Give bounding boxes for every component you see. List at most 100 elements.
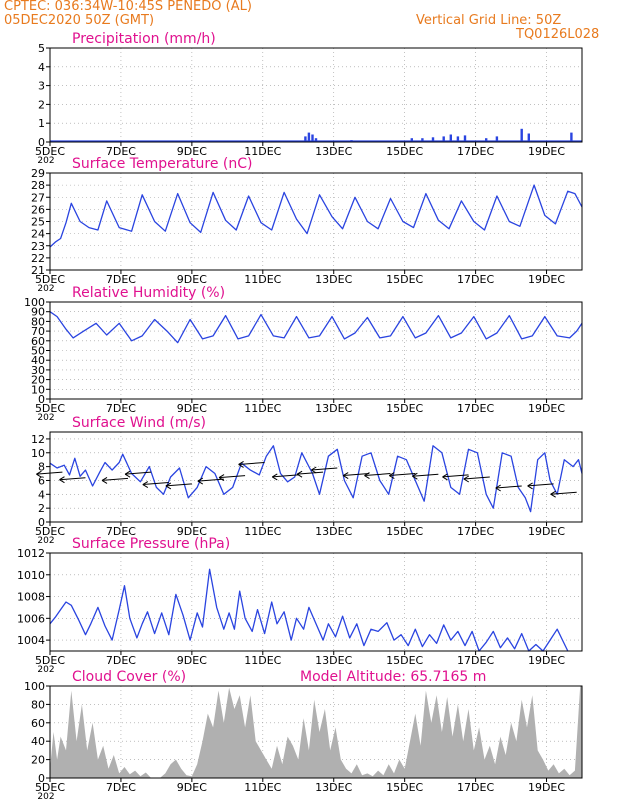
cloud-title: Cloud Cover (%): [72, 669, 186, 685]
temperature-ytick-label: 28: [31, 179, 45, 192]
wind-arrow: [297, 471, 324, 475]
precipitation-ytick-label: 1: [38, 117, 45, 130]
cloud-ytick-label: 0: [38, 772, 45, 785]
wind-arrowhead: [142, 481, 149, 488]
humidity-ytick-label: 90: [31, 306, 45, 319]
wind-arrowhead: [218, 474, 225, 482]
wind-xtick-label: 17DEC: [457, 525, 494, 538]
humidity-xtick-label: 15DEC: [386, 402, 423, 415]
precipitation-bar: [520, 128, 523, 142]
precipitation-ytick-label: 2: [38, 98, 45, 111]
precipitation-frame: [49, 47, 583, 143]
cloud-xtick-label: 9DEC: [177, 781, 207, 794]
wind-arrow: [389, 473, 416, 477]
precipitation-year-label: 202: [37, 156, 54, 166]
pressure-year-label: 202: [37, 665, 54, 675]
precipitation-bar: [314, 138, 318, 142]
wind-arrowhead: [272, 473, 278, 481]
precipitation-xtick-label: 17DEC: [457, 145, 494, 158]
wind-arrowhead: [342, 472, 349, 479]
wind-arrow: [101, 477, 129, 481]
wind-ytick-label: 8: [38, 461, 45, 474]
wind-arrowhead: [197, 477, 204, 485]
humidity-ytick-label: 70: [31, 325, 45, 338]
temperature-title: Surface Temperature (nC): [72, 156, 253, 172]
pressure-series-line: [49, 568, 569, 652]
run-date-label: 05DEC2020 50Z (GMT): [4, 13, 155, 28]
humidity-ytick-label: 20: [31, 374, 45, 387]
humidity-ytick-label: 10: [31, 383, 45, 396]
humidity-ytick-label: 50: [31, 345, 45, 358]
cloud-ytick-label: 60: [31, 717, 45, 730]
wind-arrow: [165, 483, 192, 487]
precipitation-xtick-label: 15DEC: [386, 145, 423, 158]
precipitation-ytick-label: 0: [38, 136, 45, 149]
humidity-title: Relative Humidity (%): [72, 285, 225, 301]
wind-arrowhead: [495, 484, 501, 492]
wind-frame: [49, 431, 583, 523]
precipitation-bar: [304, 136, 307, 142]
pressure-ytick-label: 1006: [17, 612, 45, 625]
wind-xtick-label: 19DEC: [528, 525, 565, 538]
cloud-year-label: 202: [37, 792, 54, 800]
wind-arrow: [463, 476, 490, 480]
humidity-xtick-label: 9DEC: [177, 402, 207, 415]
wind-arrowhead: [165, 482, 172, 490]
cloud-ytick-label: 80: [31, 698, 45, 711]
humidity-xtick-label: 19DEC: [528, 402, 565, 415]
wind-arrowhead: [412, 472, 418, 480]
wind-arrow: [59, 477, 86, 481]
pressure-xtick-label: 17DEC: [457, 654, 494, 667]
precipitation-bar: [527, 133, 530, 142]
wind-xtick-label: 5DEC: [35, 525, 65, 538]
cloud-ytick-label: 40: [31, 735, 45, 748]
wind-ytick-label: 10: [31, 447, 45, 460]
wind-arrow: [412, 473, 439, 477]
temperature-ytick-label: 22: [31, 252, 45, 265]
wind-arrow: [238, 461, 265, 465]
pressure-xtick-label: 15DEC: [386, 654, 423, 667]
wind-year-label: 202: [37, 536, 54, 546]
cloud-series-area: [50, 686, 582, 778]
cloud-xtick-label: 5DEC: [35, 781, 65, 794]
wind-arrow: [125, 471, 152, 475]
cloud-annotation: Model Altitude: 65.7165 m: [300, 669, 486, 685]
cloud-frame: [49, 685, 583, 779]
wind-arrowhead: [527, 482, 533, 490]
wind-ytick-label: 12: [31, 433, 45, 446]
precipitation-bar: [485, 138, 488, 142]
temperature-xtick-label: 15DEC: [386, 273, 423, 286]
temperature-xtick-label: 19DEC: [528, 273, 565, 286]
pressure-ytick-label: 1010: [17, 569, 45, 582]
pressure-frame: [49, 552, 583, 652]
wind-series-line: [49, 445, 583, 513]
temperature-ytick-label: 26: [31, 203, 45, 216]
humidity-ytick-label: 100: [24, 296, 45, 309]
temperature-year-label: 202: [37, 284, 54, 294]
precipitation-bar: [442, 136, 445, 142]
precipitation-bar: [421, 138, 424, 142]
precipitation-ytick-label: 3: [38, 80, 45, 93]
wind-arrowhead: [59, 476, 65, 484]
humidity-xtick-label: 11DEC: [244, 402, 281, 415]
humidity-series-line: [49, 311, 583, 344]
precipitation-bar: [456, 136, 460, 142]
temperature-frame: [49, 172, 583, 271]
wind-arrow: [364, 473, 391, 477]
temperature-xtick-label: 5DEC: [35, 273, 65, 286]
wind-arrowhead: [311, 466, 317, 474]
grid-line-label: Vertical Grid Line: 50Z: [416, 13, 562, 28]
cloud-xtick-label: 15DEC: [386, 781, 423, 794]
precipitation-xtick-label: 11DEC: [244, 145, 281, 158]
temperature-xtick-label: 17DEC: [457, 273, 494, 286]
pressure-xtick-label: 13DEC: [315, 654, 352, 667]
wind-arrow: [343, 473, 370, 477]
humidity-xtick-label: 7DEC: [106, 402, 136, 415]
pressure-xtick-label: 11DEC: [244, 654, 281, 667]
wind-arrow: [442, 474, 469, 478]
temperature-ytick-label: 25: [31, 216, 45, 229]
wind-arrowhead: [36, 470, 42, 478]
temperature-ytick-label: 23: [31, 240, 45, 253]
pressure-ytick-label: 1012: [17, 547, 45, 560]
